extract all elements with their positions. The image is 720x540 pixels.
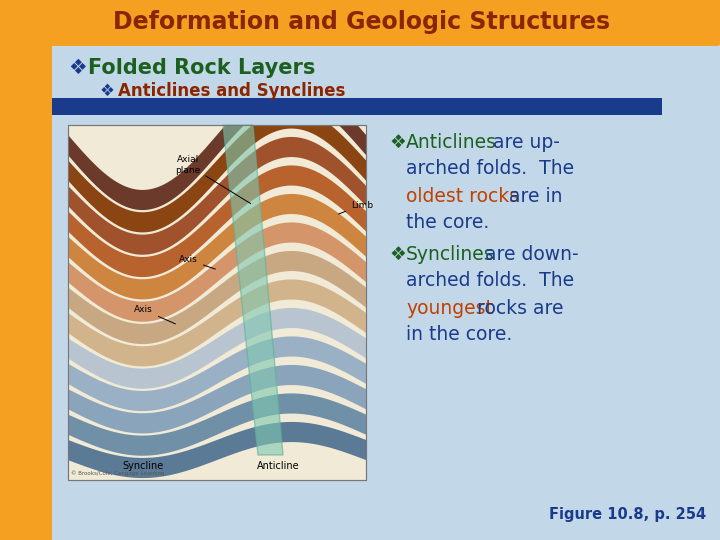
Polygon shape xyxy=(68,125,366,210)
Polygon shape xyxy=(68,308,366,389)
Text: ❖: ❖ xyxy=(390,132,413,152)
Polygon shape xyxy=(223,125,283,455)
Bar xyxy=(68,125,366,480)
Text: Figure 10.8, p. 254: Figure 10.8, p. 254 xyxy=(549,507,706,522)
Polygon shape xyxy=(68,394,366,456)
Polygon shape xyxy=(68,336,366,411)
Text: arched folds.  The: arched folds. The xyxy=(406,272,574,291)
Text: are in: are in xyxy=(503,186,563,206)
Text: Axis: Axis xyxy=(179,255,215,269)
Text: Axis: Axis xyxy=(134,306,176,324)
Text: Anticline: Anticline xyxy=(257,461,300,471)
Polygon shape xyxy=(68,222,366,322)
Text: the core.: the core. xyxy=(406,213,490,233)
Text: ❖: ❖ xyxy=(68,58,86,78)
Text: ❖: ❖ xyxy=(100,82,115,100)
Text: Axial
plane: Axial plane xyxy=(176,156,251,204)
Text: rocks are: rocks are xyxy=(471,299,563,318)
Text: youngest: youngest xyxy=(406,299,493,318)
Text: are up-: are up- xyxy=(487,132,560,152)
Text: arched folds.  The: arched folds. The xyxy=(406,159,574,179)
Text: in the core.: in the core. xyxy=(406,326,512,345)
Text: Anticlines and Synclines: Anticlines and Synclines xyxy=(118,82,346,100)
Text: are down-: are down- xyxy=(479,245,579,264)
Text: Deformation and Geologic Structures: Deformation and Geologic Structures xyxy=(114,10,611,34)
Text: Folded Rock Layers: Folded Rock Layers xyxy=(88,58,315,78)
Polygon shape xyxy=(68,137,366,255)
Bar xyxy=(68,125,366,480)
Text: Limb: Limb xyxy=(338,200,373,214)
Polygon shape xyxy=(68,365,366,434)
Polygon shape xyxy=(68,194,366,299)
Polygon shape xyxy=(68,125,366,232)
Text: ❖: ❖ xyxy=(390,245,413,264)
Polygon shape xyxy=(68,279,366,367)
Text: © Brooks/Cole, Cengage Learning: © Brooks/Cole, Cengage Learning xyxy=(71,470,164,476)
Text: oldest rocks: oldest rocks xyxy=(406,186,519,206)
Bar xyxy=(52,98,662,115)
Polygon shape xyxy=(68,165,366,277)
Polygon shape xyxy=(68,251,366,344)
Text: Synclines: Synclines xyxy=(406,245,495,264)
Bar xyxy=(0,0,52,540)
Text: Anticlines: Anticlines xyxy=(406,132,498,152)
FancyBboxPatch shape xyxy=(0,0,720,46)
Polygon shape xyxy=(68,422,366,478)
Text: Syncline: Syncline xyxy=(122,461,163,471)
